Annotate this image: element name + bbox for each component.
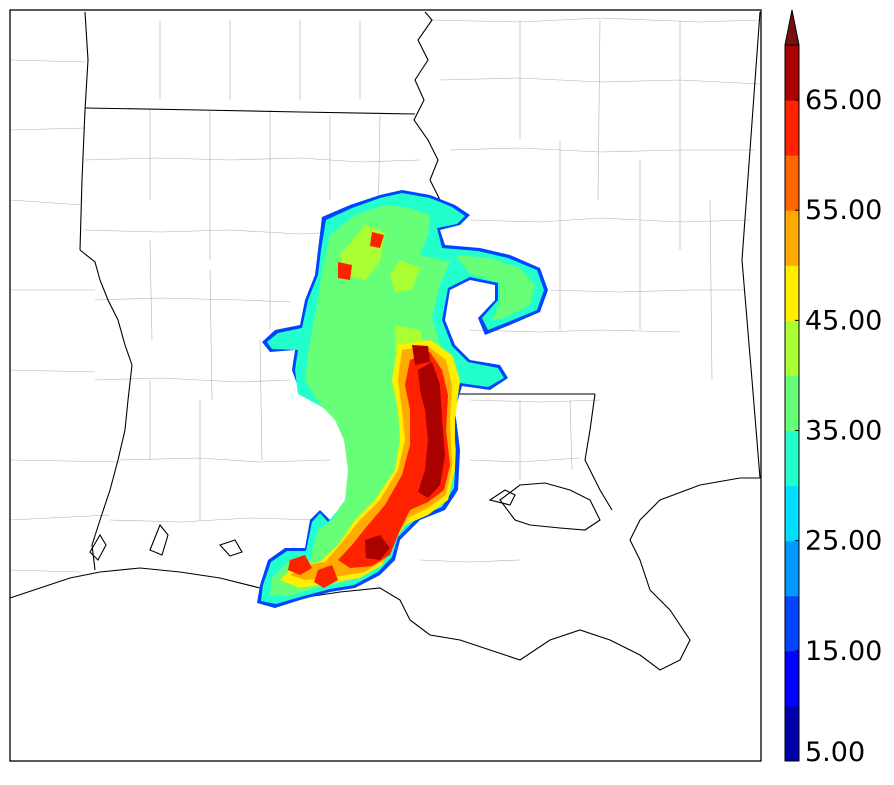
colorbar-segment xyxy=(785,430,799,487)
colorbar-ticks: 5.00 15.00 25.00 35.00 45.00 55.00 65.00 xyxy=(795,85,882,768)
colorbar-tick-label: 55.00 xyxy=(805,195,882,226)
colorbar-segment xyxy=(785,595,799,652)
reflectivity-field xyxy=(257,190,548,608)
colorbar-segment xyxy=(785,100,799,156)
colorbar-tick-label: 65.00 xyxy=(805,85,882,116)
colorbar: 5.00 15.00 25.00 35.00 45.00 55.00 65.00 xyxy=(784,9,882,768)
colorbar-tick-label: 35.00 xyxy=(805,416,882,447)
colorbar-tick-label: 45.00 xyxy=(805,305,882,336)
colorbar-tick-label: 15.00 xyxy=(805,636,882,667)
echo-yellow xyxy=(340,225,425,360)
colorbar-segment xyxy=(785,485,799,542)
colorbar-segment xyxy=(785,155,799,211)
colorbar-tick-label: 25.00 xyxy=(805,526,882,557)
colorbar-extend-arrow xyxy=(784,9,800,46)
colorbar-segment xyxy=(785,320,799,376)
colorbar-segment xyxy=(785,45,799,101)
colorbar-frame xyxy=(784,44,800,762)
echo-darkred xyxy=(365,345,445,560)
map-panel xyxy=(9,9,762,762)
echo-green-east-arm xyxy=(455,255,535,320)
echo-red xyxy=(288,232,450,588)
colorbar-segment xyxy=(785,705,799,762)
colorbar-segment xyxy=(785,265,799,321)
coastline xyxy=(9,477,760,671)
colorbar-segment xyxy=(785,210,799,266)
map-frame xyxy=(9,9,762,762)
state-boundaries xyxy=(79,11,761,511)
colorbar-segment xyxy=(785,650,799,707)
colorbar-segment xyxy=(785,375,799,432)
colorbar-tick-label: 5.00 xyxy=(805,737,865,768)
colorbar-segments xyxy=(785,45,799,762)
colorbar-segment xyxy=(785,540,799,597)
